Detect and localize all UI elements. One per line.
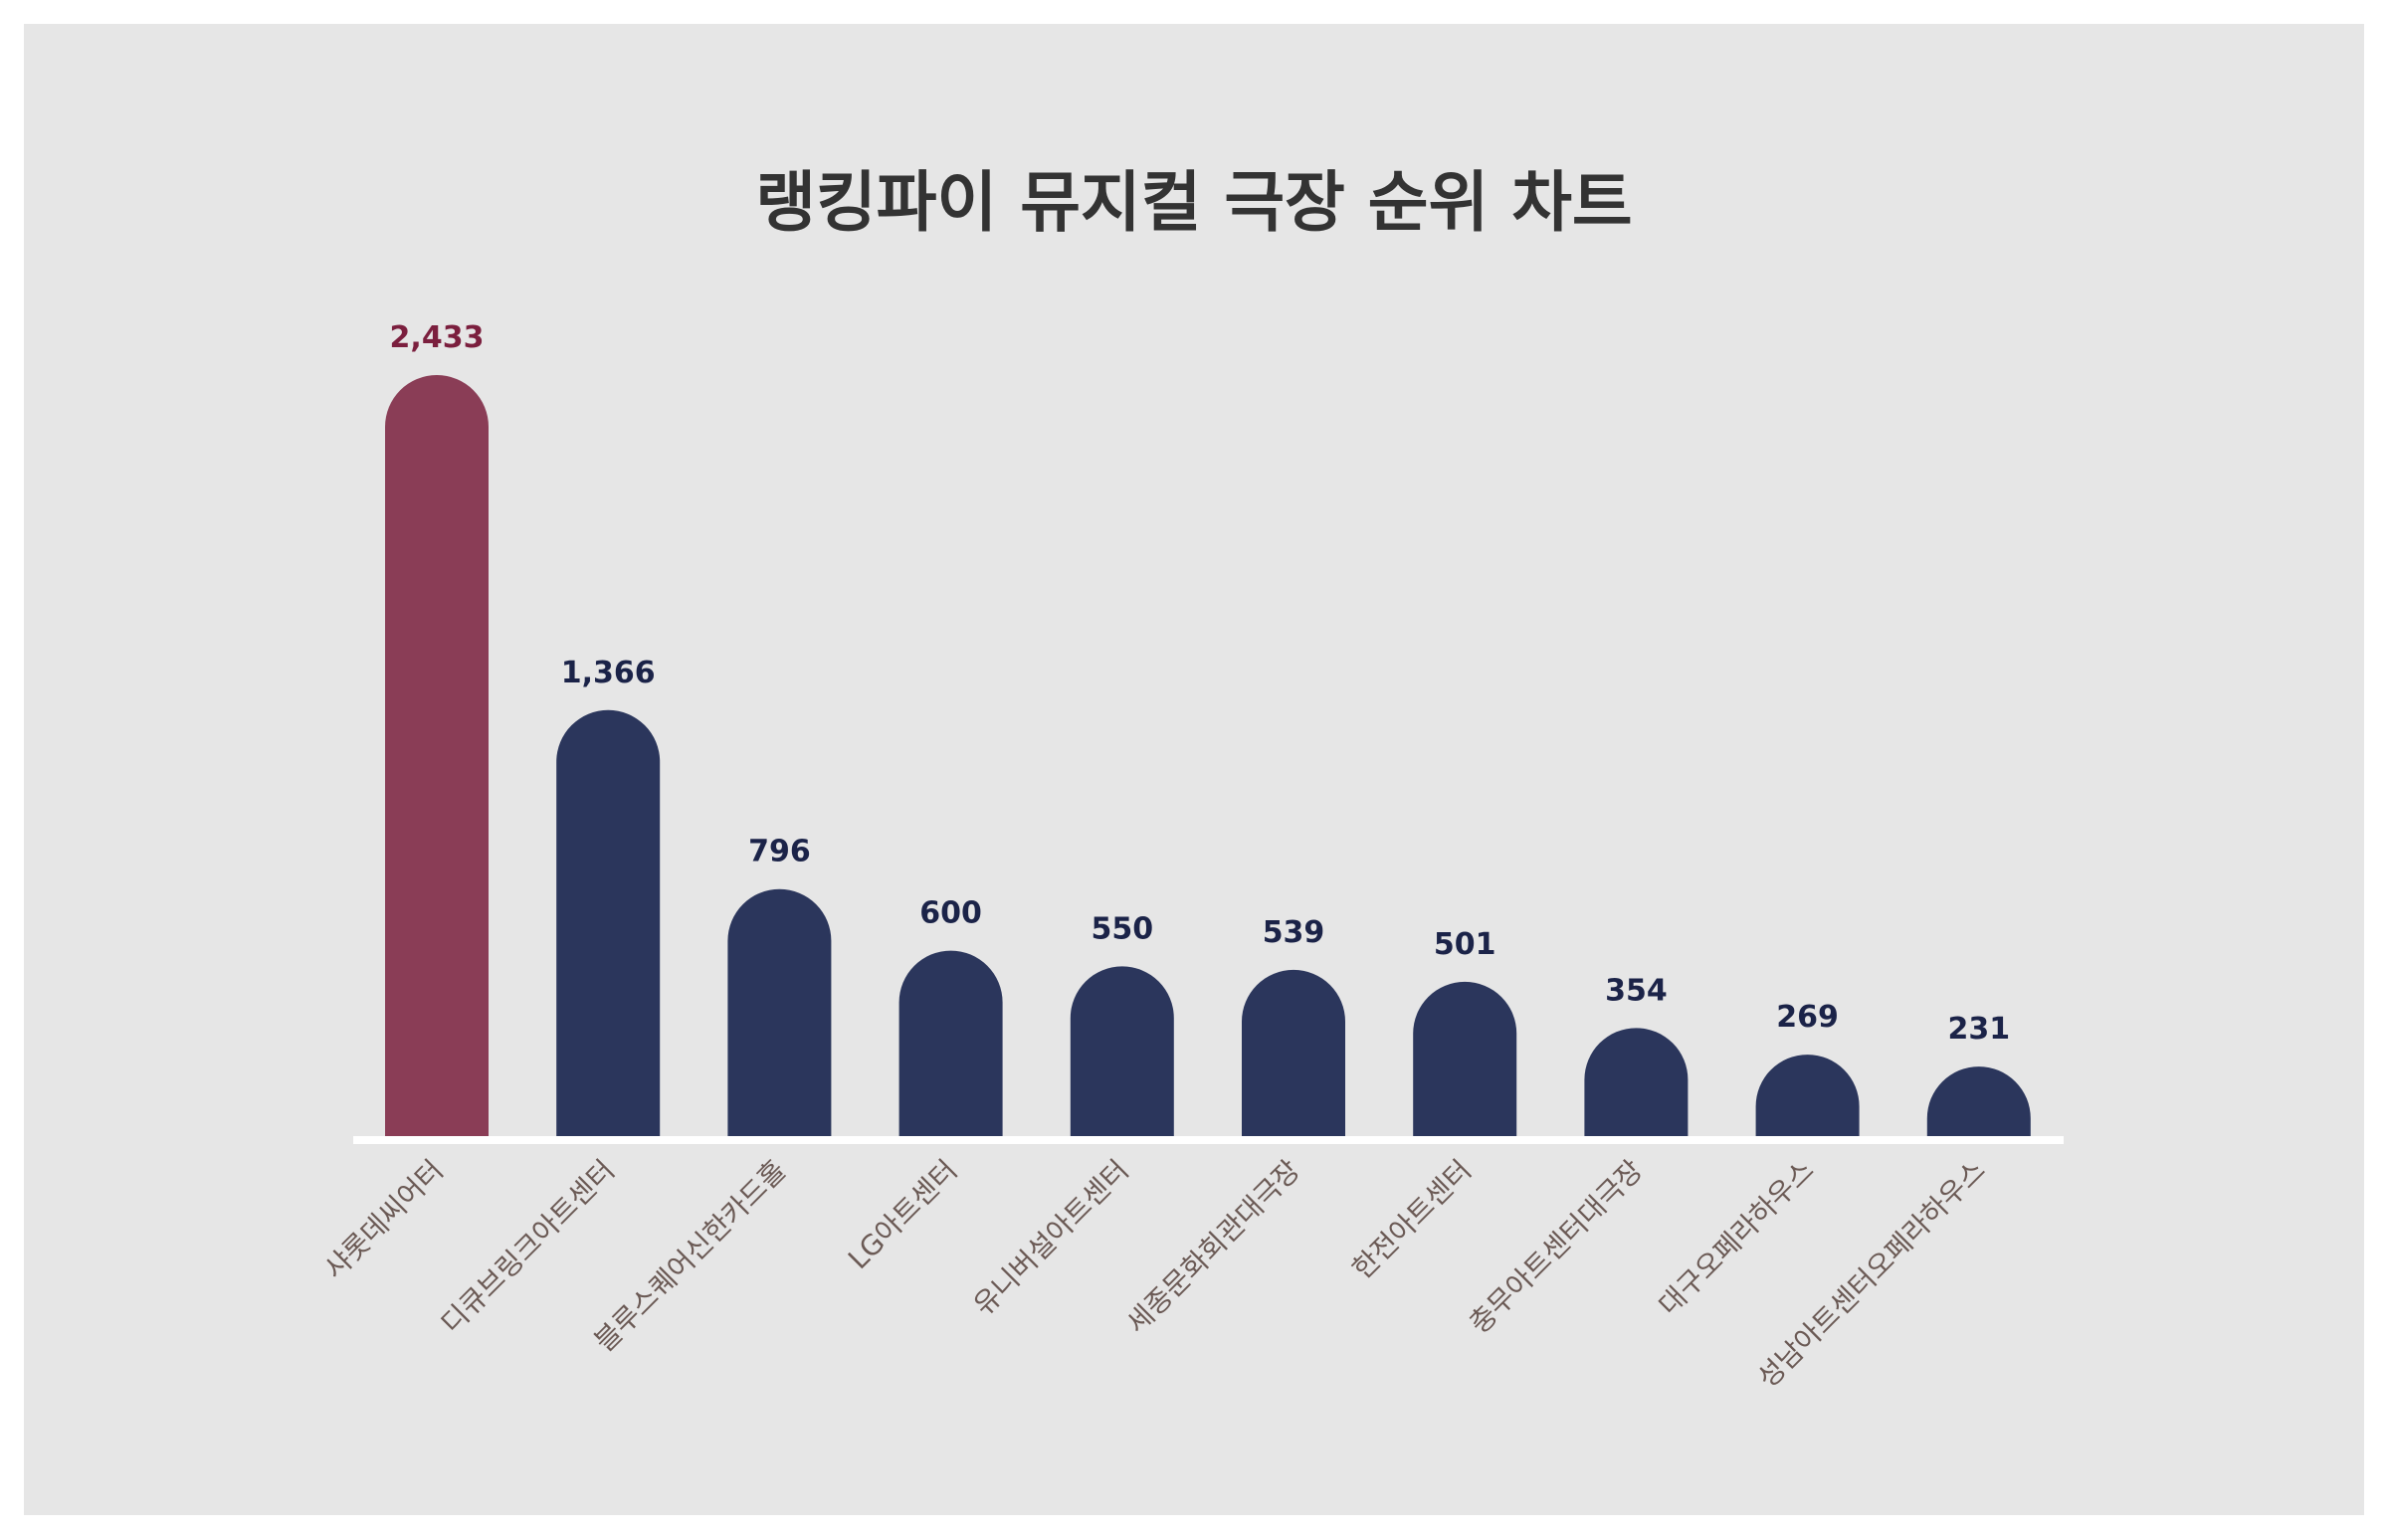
data-label: 231 — [1947, 1012, 2010, 1047]
x-axis-line — [353, 1136, 2064, 1144]
data-label: 354 — [1605, 973, 1668, 1008]
x-tick-label: 샤롯데씨어터 — [317, 1154, 450, 1286]
chart-title: 랭킹파이 뮤지컬 극장 순위 차트 — [755, 164, 1633, 241]
data-label: 539 — [1263, 915, 1325, 950]
bar — [898, 950, 1003, 1139]
x-tick-label: LG아트센터 — [842, 1154, 964, 1276]
data-label: 2,433 — [390, 320, 485, 355]
x-tick-label: 충무아트센터대극장 — [1463, 1154, 1649, 1340]
bar — [1926, 1066, 2031, 1139]
x-tick-label: 한전아트센터 — [1346, 1154, 1479, 1286]
data-label: 1,366 — [561, 656, 656, 690]
x-tick-label: 유니버설아트센터 — [967, 1154, 1135, 1322]
bar — [1584, 1028, 1689, 1139]
data-label: 600 — [919, 896, 982, 931]
data-label: 796 — [748, 835, 811, 869]
x-tick-label: 대구오페라하우스 — [1652, 1154, 1820, 1322]
bar — [1070, 966, 1174, 1139]
data-label: 501 — [1434, 927, 1496, 962]
bar — [556, 709, 661, 1139]
x-tick-label: 세종문화회관대극장 — [1120, 1154, 1306, 1340]
bar — [1755, 1055, 1860, 1139]
bar — [385, 375, 489, 1139]
bar — [1242, 969, 1345, 1139]
bar — [727, 888, 832, 1139]
data-label: 550 — [1091, 911, 1153, 946]
bar — [1413, 981, 1517, 1139]
x-tick-label: 디큐브링크아트센터 — [435, 1154, 621, 1340]
data-label: 269 — [1776, 1000, 1839, 1035]
x-tick-label: 블루스퀘어신한카드홀 — [588, 1154, 792, 1358]
